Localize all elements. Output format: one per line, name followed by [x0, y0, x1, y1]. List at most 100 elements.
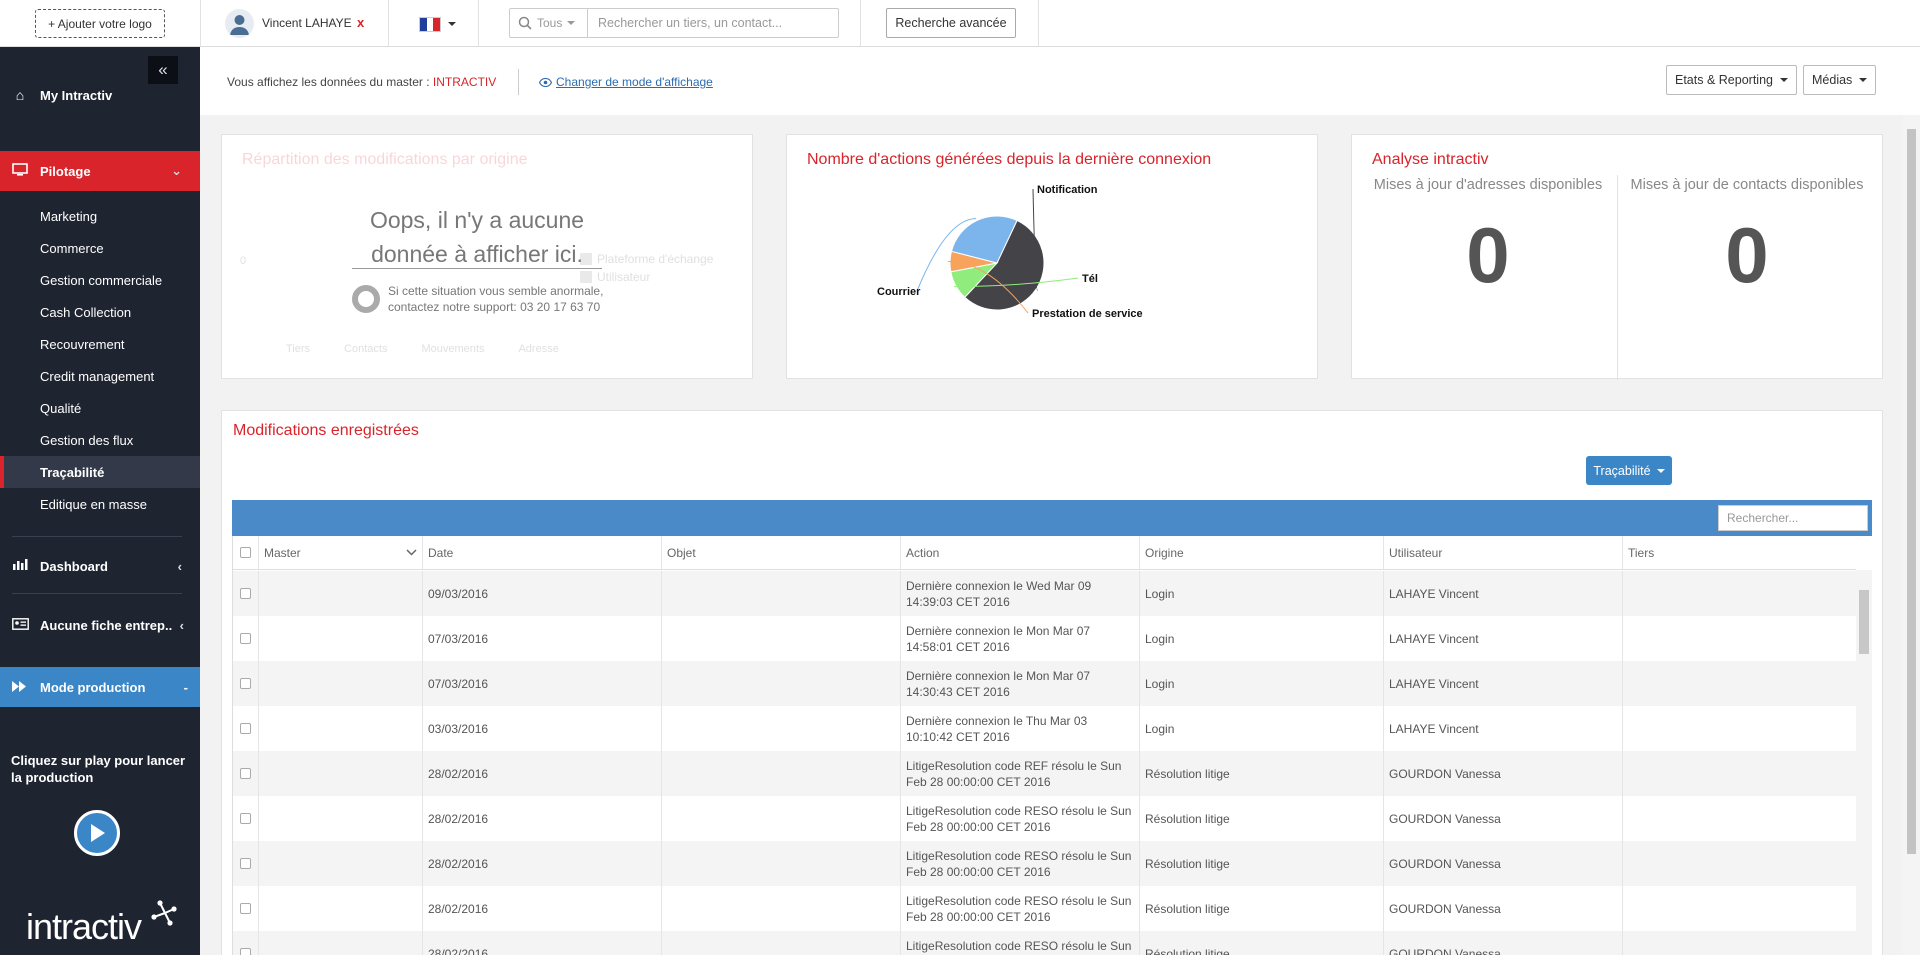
pie-slice[interactable] — [964, 219, 1045, 311]
row-checkbox[interactable] — [240, 768, 251, 779]
row-select-cell — [233, 751, 259, 796]
cell-action: LitigeResolution code RESO résolu le Sun… — [901, 931, 1140, 955]
sidebar-item-editique-en-masse[interactable]: Editique en masse — [40, 496, 147, 512]
table-scrollbar[interactable] — [1856, 570, 1872, 955]
table-row[interactable]: 28/02/2016 LitigeResolution code RESO rés… — [233, 931, 1856, 955]
sidebar-item-commerce[interactable]: Commerce — [40, 240, 104, 256]
table-row[interactable]: 28/02/2016 LitigeResolution code RESO rés… — [233, 841, 1856, 886]
cell-origine: Login — [1140, 661, 1384, 706]
row-checkbox[interactable] — [240, 633, 251, 644]
cell-master — [259, 706, 423, 751]
nav-company-card[interactable]: Aucune fiche entrep.. ‹ — [0, 605, 200, 645]
page-scrollbar-thumb[interactable] — [1907, 129, 1916, 854]
cell-date: 28/02/2016 — [423, 931, 662, 955]
french-flag-icon[interactable] — [419, 17, 441, 32]
sidebar-item-gestion-commerciale[interactable]: Gestion commerciale — [40, 272, 163, 288]
play-button-icon[interactable] — [74, 810, 120, 856]
table-row[interactable]: 28/02/2016 LitigeResolution code RESO rés… — [233, 886, 1856, 931]
table-row[interactable]: 03/03/2016 Dernière connexion le Thu Mar … — [233, 706, 1856, 751]
row-checkbox[interactable] — [240, 903, 251, 914]
cell-origine: Résolution litige — [1140, 841, 1384, 886]
axis-label: Adresse — [518, 343, 559, 355]
nav-pilotage[interactable]: Pilotage ⌄ — [0, 151, 200, 191]
tracabilite-dropdown-button[interactable]: Traçabilité — [1586, 456, 1672, 485]
row-checkbox[interactable] — [240, 813, 251, 824]
cell-date: 07/03/2016 — [423, 616, 662, 661]
row-checkbox[interactable] — [240, 948, 251, 955]
user-avatar-icon[interactable] — [225, 9, 254, 38]
column-header-objet[interactable]: Objet — [662, 536, 901, 569]
address-updates-stat: Mises à jour d'adresses disponibles 0 — [1368, 175, 1608, 295]
column-header-utilisateur[interactable]: Utilisateur — [1384, 536, 1623, 569]
sidebar-item-marketing[interactable]: Marketing — [40, 208, 98, 224]
column-header-origine[interactable]: Origine — [1140, 536, 1384, 569]
cell-origine: Login — [1140, 616, 1384, 661]
pie-label: Prestation de service — [1032, 308, 1143, 320]
top-bar: + Ajouter votre logo Vincent LAHAYE x To… — [0, 0, 1920, 47]
table-row[interactable]: 28/02/2016 LitigeResolution code REF réso… — [233, 751, 1856, 796]
select-all-checkbox[interactable] — [240, 547, 251, 558]
table-row[interactable]: 28/02/2016 LitigeResolution code RESO rés… — [233, 796, 1856, 841]
column-header-tiers[interactable]: Tiers — [1623, 536, 1856, 569]
sidebar-item-tracabilite[interactable]: Traçabilité — [0, 456, 200, 488]
table-row[interactable]: 07/03/2016 Dernière connexion le Mon Mar … — [233, 616, 1856, 661]
sidebar-item-cash-collection[interactable]: Cash Collection — [40, 304, 132, 320]
mode-production-bar[interactable]: Mode production - — [0, 667, 200, 707]
user-name[interactable]: Vincent LAHAYE — [262, 16, 352, 30]
page-scrollbar[interactable] — [1903, 115, 1920, 955]
collapse-sidebar-icon[interactable]: « — [148, 56, 178, 84]
row-checkbox[interactable] — [240, 678, 251, 689]
language-caret-icon[interactable] — [448, 22, 456, 26]
caret-down-icon — [1859, 78, 1868, 82]
reporting-dropdown-button[interactable]: Etats & Reporting — [1666, 65, 1797, 95]
sidebar-item-credit-management[interactable]: Credit management — [40, 368, 155, 384]
sort-down-icon[interactable] — [406, 549, 417, 556]
sidebar-item-qualite[interactable]: Qualité — [40, 400, 82, 416]
cell-date: 09/03/2016 — [423, 571, 662, 616]
cell-objet — [662, 616, 901, 661]
nav-my-intractiv[interactable]: ⌂ My Intractiv — [0, 75, 200, 115]
table-row[interactable]: 09/03/2016 Dernière connexion le Wed Mar … — [233, 571, 1856, 616]
table-scrollbar-thumb[interactable] — [1859, 590, 1869, 654]
mode-collapse-icon[interactable]: - — [183, 679, 188, 695]
cell-tiers — [1623, 841, 1856, 886]
contact-updates-stat: Mises à jour de contacts disponibles 0 — [1627, 175, 1867, 295]
chevron-left-icon: ‹ — [179, 617, 184, 633]
cell-tiers — [1623, 706, 1856, 751]
change-view-mode-label: Changer de mode d'affichage — [556, 75, 713, 89]
column-header-date[interactable]: Date — [423, 536, 662, 569]
master-prefix: Vous affichez les données du master : — [227, 75, 430, 89]
change-view-mode-link[interactable]: Changer de mode d'affichage — [539, 75, 713, 89]
mode-production-label: Mode production — [40, 679, 146, 695]
table-search-input[interactable] — [1718, 505, 1868, 531]
user-close-icon[interactable]: x — [357, 15, 365, 30]
cell-objet — [662, 886, 901, 931]
panel-title: Répartition des modifications par origin… — [242, 151, 528, 168]
row-checkbox[interactable] — [240, 588, 251, 599]
nav-label: Dashboard — [40, 558, 108, 574]
search-scope-select[interactable]: Tous — [510, 9, 588, 37]
column-header-master[interactable]: Master — [259, 536, 423, 569]
add-logo-button[interactable]: + Ajouter votre logo — [35, 9, 165, 38]
row-checkbox[interactable] — [240, 858, 251, 869]
select-all-cell — [233, 536, 259, 569]
global-search-input[interactable] — [588, 9, 838, 37]
media-dropdown-button[interactable]: Médias — [1803, 65, 1877, 95]
lifebuoy-icon — [352, 285, 380, 313]
pie-slice[interactable] — [950, 215, 1018, 264]
cell-action: Dernière connexion le Wed Mar 09 14:39:0… — [901, 571, 1140, 616]
row-checkbox[interactable] — [240, 723, 251, 734]
cell-tiers — [1623, 931, 1856, 955]
column-header-action[interactable]: Action — [901, 536, 1140, 569]
cell-objet — [662, 571, 901, 616]
table-row[interactable]: 07/03/2016 Dernière connexion le Mon Mar … — [233, 661, 1856, 706]
sidebar-item-recouvrement[interactable]: Recouvrement — [40, 336, 125, 352]
search-icon — [518, 16, 532, 30]
advanced-search-button[interactable]: Recherche avancée — [886, 8, 1016, 38]
sidebar-item-gestion-des-flux[interactable]: Gestion des flux — [40, 432, 134, 448]
nav-dashboard[interactable]: Dashboard ‹ — [0, 546, 200, 586]
cell-objet — [662, 841, 901, 886]
row-select-cell — [233, 796, 259, 841]
cell-origine: Résolution litige — [1140, 931, 1384, 955]
media-label: Médias — [1812, 73, 1853, 87]
